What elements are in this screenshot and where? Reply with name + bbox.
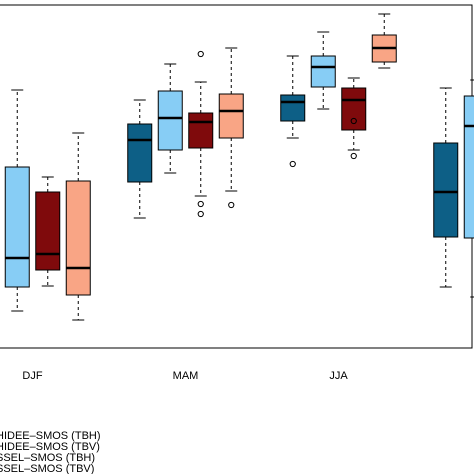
outlier <box>350 152 357 160</box>
box <box>65 180 91 296</box>
outlier <box>197 50 204 58</box>
box <box>218 93 244 139</box>
legend-label: HIDEE–SMOS (TBH) <box>0 430 101 442</box>
plot-frame <box>0 4 473 349</box>
box <box>35 191 61 271</box>
box <box>463 95 474 239</box>
box <box>341 87 367 131</box>
box <box>310 55 336 88</box>
box <box>127 123 153 183</box>
box <box>188 112 214 149</box>
box <box>4 166 30 288</box>
outlier <box>228 201 235 209</box>
legend-label: SSEL–SMOS (TBH) <box>0 452 95 464</box>
x-tick-label: DJF <box>22 370 42 382</box>
x-tick-label: MAM <box>173 370 199 382</box>
box <box>433 142 459 238</box>
outlier <box>197 210 204 218</box>
outlier <box>289 160 296 168</box>
box <box>280 94 306 122</box>
box <box>157 90 183 151</box>
legend-label: HIDEE–SMOS (TBV) <box>0 441 100 453</box>
x-tick-label: JJA <box>329 370 348 382</box>
outlier <box>350 117 357 125</box>
legend-label: SSEL–SMOS (TBV) <box>0 463 94 474</box>
outlier <box>197 200 204 208</box>
